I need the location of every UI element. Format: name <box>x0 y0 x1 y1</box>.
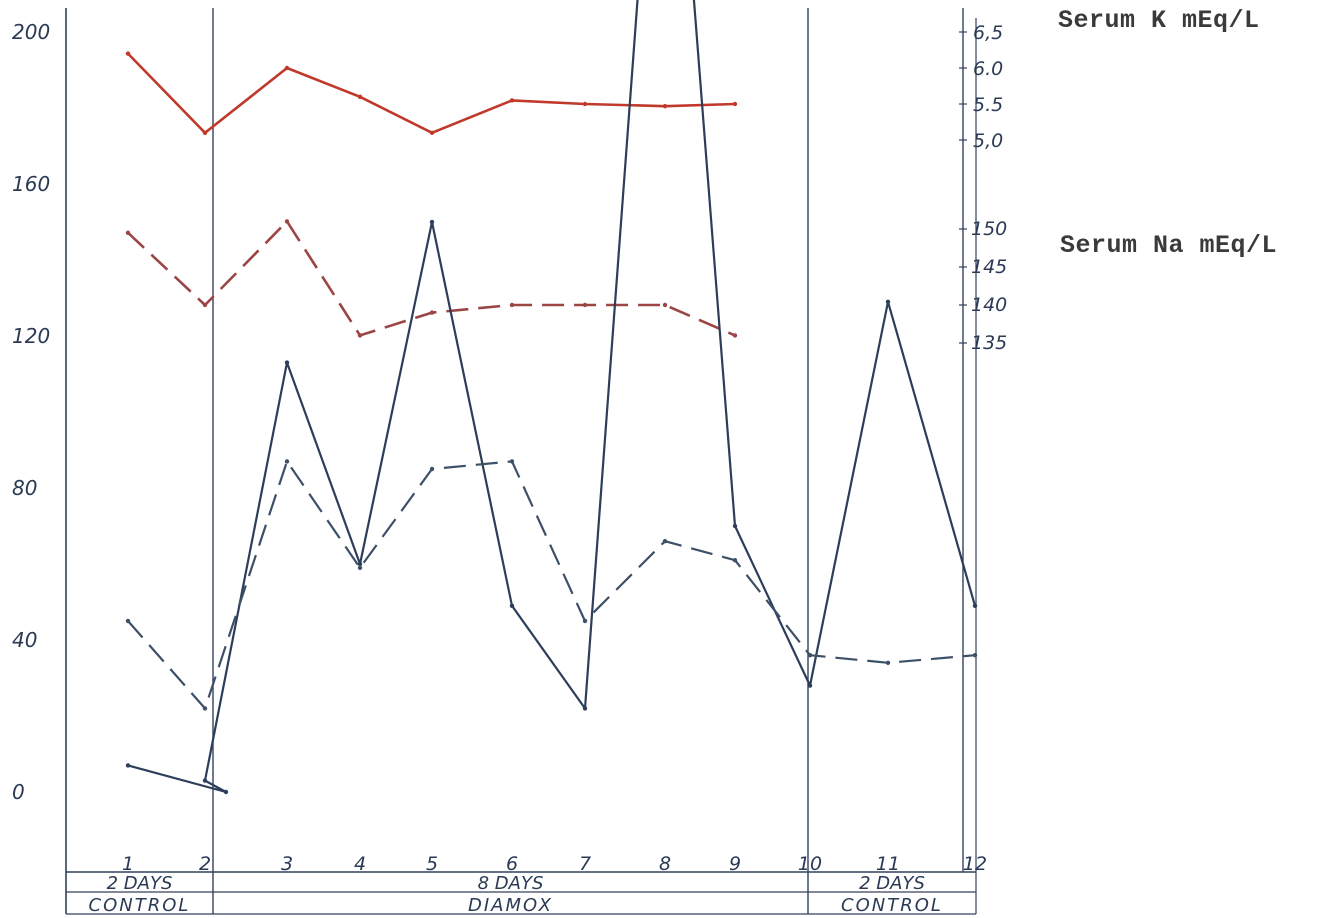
period-name: CONTROL <box>89 895 191 916</box>
series-point <box>509 459 515 464</box>
left-tick-label: 200 <box>12 20 50 44</box>
legend-serum-k: Serum K mEq/L <box>1058 6 1260 35</box>
x-tick-label: 5 <box>426 853 438 875</box>
series-point <box>284 65 290 71</box>
series-point <box>662 103 668 109</box>
x-tick-label: 9 <box>729 853 741 875</box>
x-axis: 1 2 3 4 5 6 7 8 9 10 11 12 <box>122 853 987 875</box>
series-point <box>202 130 208 135</box>
series-point <box>582 706 588 711</box>
period-duration: 8 DAYS <box>478 873 544 894</box>
series-point <box>662 302 668 308</box>
na-tick-label: 135 <box>971 332 1007 354</box>
series-point <box>509 302 515 308</box>
period-duration: 2 DAYS <box>107 873 173 894</box>
k-tick-label: 6,5 <box>973 22 1003 44</box>
left-tick-label: 0 <box>12 780 25 804</box>
left-axis: 04080120160200240280320 <box>12 20 50 804</box>
x-tick-label: 12 <box>963 853 987 875</box>
series-line-2 <box>127 220 736 337</box>
series-point <box>732 558 738 563</box>
series-point <box>357 94 363 100</box>
series-point <box>125 618 131 624</box>
na-tick-label: 140 <box>971 294 1007 316</box>
chart-frame <box>65 8 977 915</box>
series-point <box>582 618 588 624</box>
x-tick-label: 11 <box>876 853 900 875</box>
series-point <box>582 302 588 308</box>
series-point <box>202 778 208 783</box>
series-point <box>807 683 813 688</box>
series-point <box>429 310 435 315</box>
left-tick-label: 40 <box>12 628 37 652</box>
series-point <box>509 603 515 608</box>
series-point <box>357 333 363 338</box>
period-name: DIAMOX <box>468 895 553 916</box>
series-point <box>357 561 363 567</box>
series-point <box>582 101 588 107</box>
series-point <box>429 130 435 135</box>
series-point <box>284 219 290 224</box>
x-tick-label: 6 <box>506 853 518 875</box>
left-tick-label: 80 <box>12 476 37 500</box>
x-tick-label: 10 <box>798 853 822 875</box>
series-point <box>662 539 668 544</box>
series-layer <box>125 0 978 795</box>
x-tick-label: 8 <box>659 853 671 875</box>
series-point <box>125 51 131 56</box>
k-tick-label: 5.5 <box>973 94 1003 116</box>
na-tick-label: 145 <box>971 256 1007 278</box>
x-tick-label: 7 <box>579 853 591 875</box>
period-name: CONTROL <box>841 895 943 916</box>
series-point <box>807 653 813 658</box>
x-tick-label: 2 <box>199 853 211 875</box>
x-tick-label: 4 <box>354 853 366 875</box>
k-tick-label: 6.0 <box>973 58 1003 80</box>
series-point <box>732 101 738 107</box>
legend-serum-na: Serum Na mEq/L <box>1060 231 1278 260</box>
series-point <box>429 466 435 472</box>
series-point <box>223 789 229 795</box>
series-point <box>125 763 131 768</box>
series-point <box>972 603 978 608</box>
series-point <box>357 565 363 570</box>
series-line-3 <box>127 0 977 794</box>
series-point <box>732 523 738 529</box>
series-point <box>509 98 515 103</box>
series-point <box>885 299 891 304</box>
right-axis-k: 5,0 5.5 6.0 6,5 <box>959 22 1003 152</box>
series-point <box>429 219 435 225</box>
left-tick-label: 160 <box>12 172 50 196</box>
period-duration: 2 DAYS <box>859 873 925 894</box>
series-line-1 <box>127 52 736 135</box>
x-tick-label: 1 <box>122 853 134 875</box>
series-point <box>885 660 891 665</box>
series-point <box>284 459 290 464</box>
series-point <box>972 653 978 658</box>
right-axis-na: 135 140 145 150 <box>959 218 1007 354</box>
na-tick-label: 150 <box>971 218 1007 240</box>
left-tick-label: 120 <box>12 324 50 348</box>
series-point <box>732 333 738 338</box>
series-point <box>284 360 290 365</box>
series-point <box>125 230 131 235</box>
series-point <box>202 706 208 711</box>
x-tick-label: 3 <box>281 853 293 875</box>
series-line-4 <box>127 460 976 710</box>
k-tick-label: 5,0 <box>973 130 1003 152</box>
series-point <box>202 302 208 308</box>
